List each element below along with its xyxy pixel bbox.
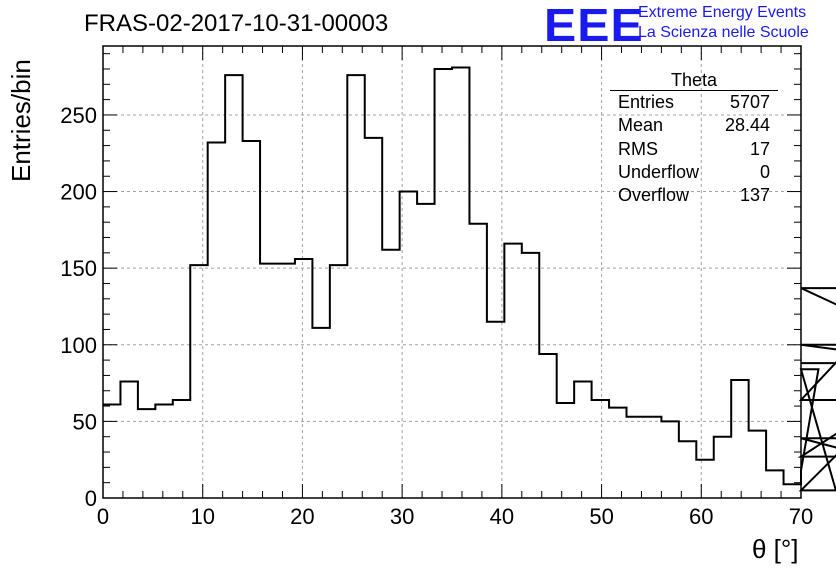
stats-label: RMS [618, 138, 658, 159]
stats-value: 17 [749, 138, 770, 159]
stats-row-mean: Mean 28.44 [610, 114, 778, 137]
x-tick-label: 70 [789, 504, 813, 529]
x-tick-label: 60 [689, 504, 713, 529]
x-axis-label: θ [°] [752, 534, 799, 564]
y-tick-label: 100 [60, 333, 97, 358]
x-tick-label: 10 [190, 504, 214, 529]
histogram-line [103, 66, 836, 492]
stats-label: Entries [618, 92, 675, 112]
stats-title: Theta [610, 70, 778, 91]
logo-text-line1: Extreme Energy Events [638, 4, 807, 21]
x-tick-label: 20 [290, 504, 314, 529]
x-tick-label: 40 [490, 504, 514, 529]
y-tick-label: 0 [85, 486, 97, 511]
stats-value: 0 [759, 161, 770, 182]
stats-label: Mean [618, 115, 664, 136]
statistics-box: Theta Entries 5707 Mean 28.44 RMS 17 Und… [610, 70, 778, 207]
stats-value: 28.44 [724, 115, 770, 136]
stats-value: 137 [739, 185, 770, 206]
stats-row-entries: Entries 5707 [610, 91, 778, 114]
y-tick-label: 50 [73, 409, 97, 434]
logo-text-line2: La Scienza nelle Scuole [638, 24, 809, 41]
x-tick-label: 50 [589, 504, 613, 529]
x-tick-label: 0 [97, 504, 109, 529]
x-tick-label: 30 [390, 504, 414, 529]
stats-row-overflow: Overflow 137 [610, 184, 778, 207]
stats-label: Underflow [618, 161, 700, 182]
plot-title: FRAS-02-2017-10-31-00003 [84, 10, 389, 37]
stats-row-rms: RMS 17 [610, 138, 778, 161]
y-axis-label: Entries/bin [6, 59, 36, 182]
stats-label: Overflow [618, 185, 690, 206]
y-tick-label: 250 [60, 103, 97, 128]
plot-frame [102, 45, 802, 499]
eee-logo-mark: EEE [544, 0, 644, 51]
y-tick-label: 200 [60, 180, 97, 205]
y-tick-label: 150 [60, 256, 97, 281]
stats-value: 5707 [729, 92, 770, 112]
stats-row-underflow: Underflow 0 [610, 161, 778, 184]
